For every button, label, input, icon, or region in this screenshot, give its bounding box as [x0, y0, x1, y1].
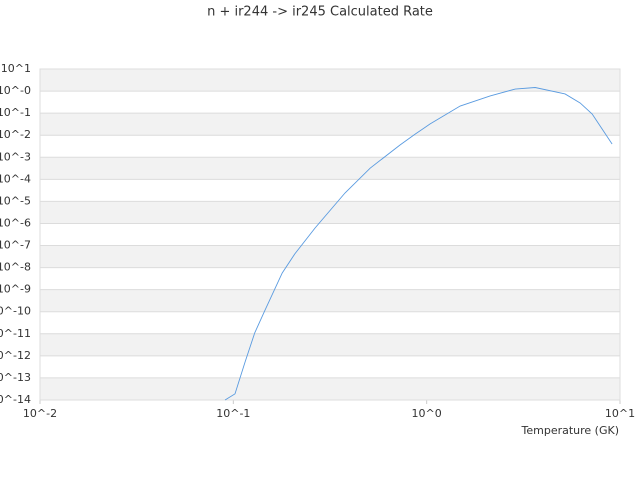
y-tick-label: 10^-3 [0, 150, 31, 163]
grid-band [40, 333, 620, 356]
y-tick-label: 10^-13 [0, 371, 31, 384]
y-tick-label: 10^-2 [0, 128, 31, 141]
data-line [224, 87, 613, 401]
grid-band [40, 113, 620, 136]
grid-band [40, 69, 620, 92]
y-tick-label: 10^-9 [0, 283, 31, 296]
x-tick-label: 10^0 [412, 407, 442, 420]
y-tick-label: 10^-6 [0, 216, 31, 229]
y-tick-label: 10^-8 [0, 261, 31, 274]
y-tick-label: 10^-0 [0, 84, 31, 97]
grid-band [40, 245, 620, 268]
plot-frame [39, 68, 621, 401]
grid-band [40, 289, 620, 312]
y-tick-label: 10^-11 [0, 327, 31, 340]
y-tick-label: 10^1 [1, 62, 31, 75]
y-tick-label: 10^-7 [0, 239, 31, 252]
y-tick-label: 10^-10 [0, 305, 31, 318]
y-tick-label: 10^-1 [0, 106, 31, 119]
y-tick-label: 10^-14 [0, 393, 31, 406]
grid-band [40, 377, 620, 400]
chart-title: n + ir244 -> ir245 Calculated Rate [207, 5, 433, 20]
y-tick-label: 10^-12 [0, 349, 31, 362]
y-tick-label: 10^-4 [0, 172, 31, 185]
y-tick-label: 10^-5 [0, 194, 31, 207]
x-tick-label: 10^-1 [216, 407, 250, 420]
x-axis-label: Temperature (GK) [521, 424, 620, 437]
grid-band [40, 157, 620, 180]
x-tick-label: 10^1 [605, 407, 635, 420]
x-tick-label: 10^-2 [23, 407, 57, 420]
grid-band [40, 201, 620, 224]
